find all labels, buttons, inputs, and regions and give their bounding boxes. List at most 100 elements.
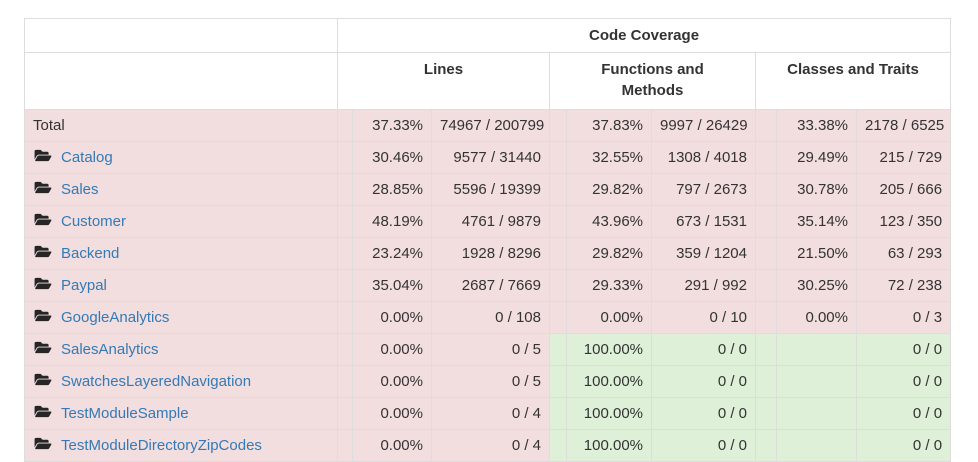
table-row: Total 37.33% 74967 / 200799 37.83% 9997 / 26…	[24, 109, 952, 142]
classes-percent: 35.14%	[776, 205, 857, 238]
classes-bar-cell	[755, 141, 777, 174]
lines-ratio: 0 / 4	[431, 397, 550, 430]
folder-open-icon	[33, 276, 53, 291]
directory-link[interactable]: Catalog	[61, 149, 113, 166]
lines-bar-cell	[337, 269, 353, 302]
folder-open-icon	[33, 372, 53, 387]
table-row: Backend 23.24% 1928 / 8296 29.82% 359 / 1204…	[24, 237, 952, 270]
lines-bar-cell	[337, 365, 353, 398]
folder-open-icon	[33, 212, 53, 227]
functions-bar-cell	[549, 269, 567, 302]
directory-link[interactable]: GoogleAnalytics	[61, 309, 170, 326]
functions-bar-cell	[549, 173, 567, 206]
lines-percent: 48.19%	[352, 205, 432, 238]
functions-percent: 100.00%	[566, 365, 652, 398]
directory-link[interactable]: Backend	[61, 245, 120, 262]
classes-ratio: 215 / 729	[855, 141, 952, 174]
column-header-lines: Lines	[337, 52, 550, 110]
functions-ratio: 0 / 10	[651, 301, 756, 334]
functions-bar-cell	[549, 237, 567, 270]
functions-ratio: 1308 / 4018	[651, 141, 756, 174]
directory-link[interactable]: SwatchesLayeredNavigation	[61, 373, 252, 390]
folder-open-icon	[33, 404, 53, 419]
functions-bar-cell	[549, 141, 567, 174]
classes-ratio: 0 / 3	[855, 301, 952, 334]
functions-ratio: 0 / 0	[651, 397, 756, 430]
lines-percent: 0.00%	[352, 365, 432, 398]
lines-percent: 0.00%	[352, 333, 432, 366]
directory-link[interactable]: Sales	[61, 181, 99, 198]
folder-open-icon	[33, 436, 53, 451]
lines-percent: 35.04%	[352, 269, 432, 302]
lines-bar-cell	[337, 333, 353, 366]
table-row: GoogleAnalytics 0.00% 0 / 108 0.00% 0 / 10 0.…	[24, 301, 952, 334]
directory-link[interactable]: Paypal	[61, 277, 107, 294]
functions-ratio: 359 / 1204	[651, 237, 756, 270]
directory-link[interactable]: Customer	[61, 213, 127, 230]
column-header-functions-label: Functions and Methods	[601, 61, 704, 99]
functions-bar-cell	[549, 301, 567, 334]
folder-open-icon	[33, 244, 53, 259]
table-header: Code Coverage Lines Functions and Method…	[24, 18, 952, 110]
classes-ratio: 2178 / 6525	[855, 109, 952, 142]
classes-bar-cell	[755, 173, 777, 206]
classes-percent: 30.25%	[776, 269, 857, 302]
functions-percent: 29.82%	[566, 237, 652, 270]
classes-bar-cell	[755, 205, 777, 238]
classes-ratio: 0 / 0	[855, 397, 952, 430]
classes-percent: 30.78%	[776, 173, 857, 206]
folder-open-icon	[33, 148, 53, 163]
classes-bar-cell	[755, 397, 777, 430]
lines-percent: 28.85%	[352, 173, 432, 206]
name-cell: Catalog	[24, 141, 338, 174]
directory-link[interactable]: TestModuleDirectoryZipCodes	[61, 437, 262, 454]
classes-percent: 33.38%	[776, 109, 857, 142]
classes-bar-cell	[755, 109, 777, 142]
lines-ratio: 1928 / 8296	[431, 237, 550, 270]
functions-percent: 29.33%	[566, 269, 652, 302]
classes-ratio: 205 / 666	[855, 173, 952, 206]
code-coverage-title: Code Coverage	[589, 27, 700, 44]
classes-percent	[776, 397, 857, 430]
column-header-lines-label: Lines	[423, 61, 464, 78]
classes-percent	[776, 333, 857, 366]
directory-link[interactable]: TestModuleSample	[61, 405, 189, 422]
folder-open-icon	[33, 180, 53, 195]
table-row: Customer 48.19% 4761 / 9879 43.96% 673 / 153…	[24, 205, 952, 238]
functions-ratio: 0 / 0	[651, 333, 756, 366]
lines-bar-cell	[337, 141, 353, 174]
lines-bar-cell	[337, 237, 353, 270]
directory-link[interactable]: SalesAnalytics	[61, 341, 159, 358]
lines-bar-cell	[337, 397, 353, 430]
name-cell: Paypal	[24, 269, 338, 302]
lines-percent: 37.33%	[352, 109, 432, 142]
name-cell: TestModuleSample	[24, 397, 338, 430]
table-row: Catalog 30.46% 9577 / 31440 32.55% 1308 / 40…	[24, 141, 952, 174]
classes-bar-cell	[755, 269, 777, 302]
name-cell: GoogleAnalytics	[24, 301, 338, 334]
header-corner-cell	[24, 18, 338, 53]
lines-ratio: 74967 / 200799	[431, 109, 550, 142]
table-body: Total 37.33% 74967 / 200799 37.83% 9997 / 26…	[24, 109, 952, 462]
lines-percent: 30.46%	[352, 141, 432, 174]
lines-ratio: 0 / 5	[431, 365, 550, 398]
functions-bar-cell	[549, 429, 567, 462]
classes-bar-cell	[755, 237, 777, 270]
functions-bar-cell	[549, 205, 567, 238]
classes-ratio: 63 / 293	[855, 237, 952, 270]
lines-bar-cell	[337, 205, 353, 238]
classes-percent	[776, 365, 857, 398]
functions-percent: 100.00%	[566, 333, 652, 366]
name-cell: SwatchesLayeredNavigation	[24, 365, 338, 398]
functions-percent: 0.00%	[566, 301, 652, 334]
lines-bar-cell	[337, 173, 353, 206]
functions-bar-cell	[549, 109, 567, 142]
folder-open-icon	[33, 308, 53, 323]
lines-percent: 0.00%	[352, 301, 432, 334]
column-header-classes-label: Classes and Traits	[787, 61, 919, 78]
lines-bar-cell	[337, 301, 353, 334]
name-cell: Customer	[24, 205, 338, 238]
